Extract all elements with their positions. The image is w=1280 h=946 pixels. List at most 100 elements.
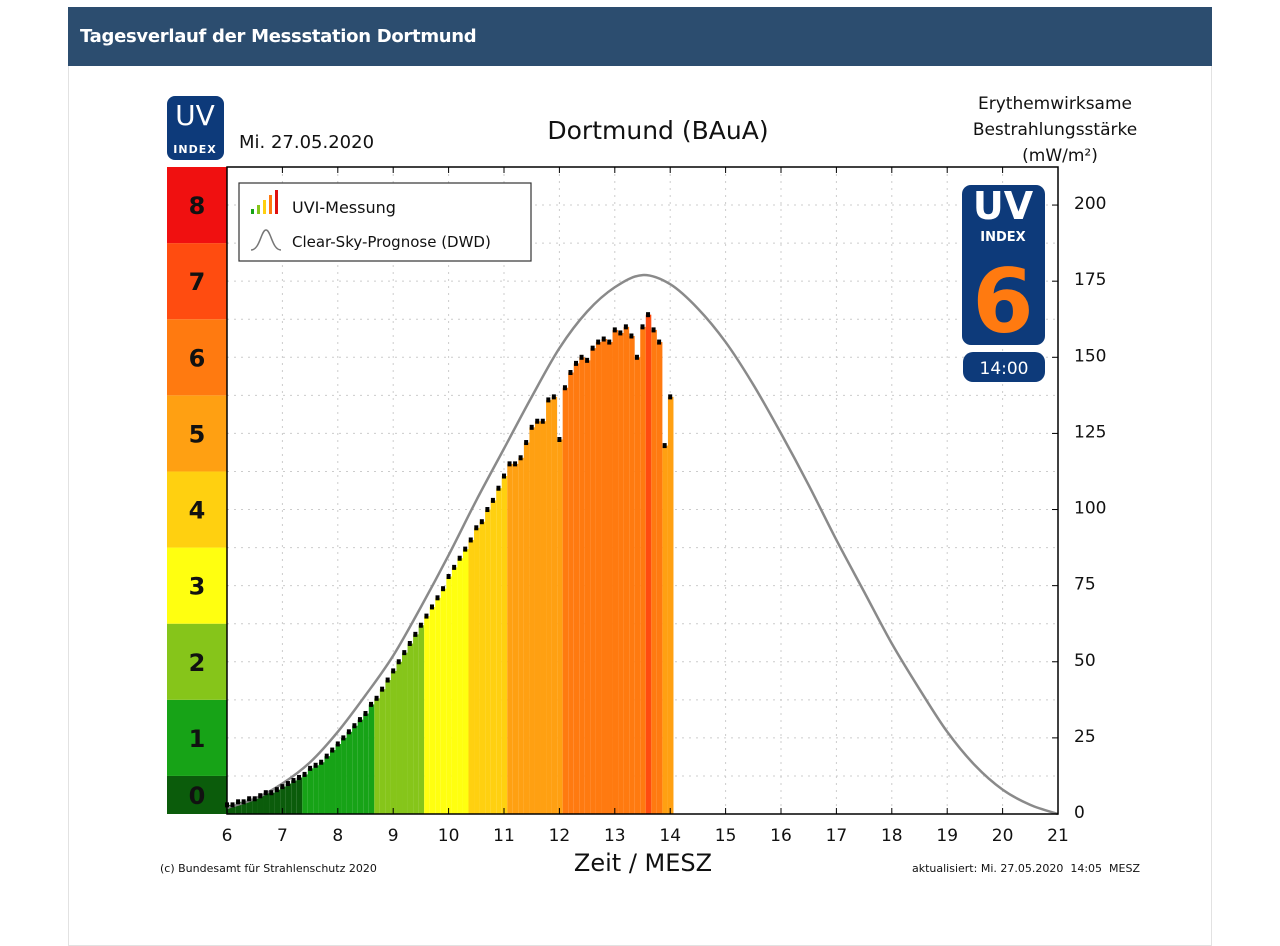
measurement-bar [584, 360, 591, 814]
measurement-point [380, 686, 385, 692]
measurement-bar [651, 329, 657, 814]
measurement-bar [629, 335, 635, 814]
measurement-point [618, 330, 623, 336]
measurement-bar [645, 314, 652, 814]
measurement-bar [462, 549, 469, 814]
measurement-bar [490, 500, 497, 814]
right-axis-title-3: (mW/m²) [1022, 146, 1098, 166]
measurement-bar [440, 588, 447, 814]
measurement-point [513, 461, 518, 467]
measurement-bar [546, 399, 552, 814]
measurement-bar [634, 357, 641, 814]
y-tick-label: 25 [1074, 727, 1096, 747]
measurement-bar [252, 798, 258, 814]
uvi-band-2 [167, 623, 227, 700]
measurement-point [529, 424, 534, 430]
legend-clear-sky-label: Clear-Sky-Prognose (DWD) [292, 233, 491, 251]
measurement-point [385, 677, 390, 683]
measurement-point [562, 385, 567, 391]
measurement-bar [285, 783, 292, 814]
measurement-point [485, 507, 490, 513]
measurement-bar [618, 332, 624, 814]
y-tick-label: 150 [1074, 346, 1106, 366]
x-tick-label: 21 [1047, 826, 1069, 846]
measurement-bar [241, 801, 247, 814]
measurement-bar [606, 342, 613, 814]
measurement-point [424, 613, 429, 619]
measurement-bar [512, 463, 519, 814]
measurement-bar [269, 792, 275, 814]
badge-uv-text: UV [973, 184, 1034, 228]
measurement-point [341, 735, 346, 741]
measurement-bar [302, 774, 308, 814]
measurement-point [363, 711, 368, 717]
measurement-point [507, 461, 512, 467]
measurement-point [441, 586, 446, 592]
measurement-point [313, 762, 318, 768]
measurement-point [463, 546, 468, 552]
uvi-band-label: 2 [189, 649, 206, 677]
measurement-bar [485, 509, 491, 814]
measurement-bar [562, 387, 569, 814]
measurement-bar [435, 597, 441, 814]
measurement-point [646, 312, 651, 318]
measurement-point [269, 790, 274, 796]
measurement-point [640, 324, 645, 330]
measurement-bar [374, 698, 380, 814]
measurement-point [335, 741, 340, 747]
legend-uvi-label: UVI-Messung [292, 198, 396, 217]
measurement-bar [540, 421, 547, 814]
header-title: Tagesverlauf der Messstation Dortmund [80, 26, 477, 47]
measurement-point [407, 640, 412, 646]
y-tick-label: 75 [1074, 575, 1096, 595]
measurement-bar [418, 625, 425, 814]
measurement-bar [429, 606, 436, 814]
measurement-bar [507, 463, 513, 814]
measurement-bar [413, 634, 419, 814]
measurement-bar [601, 339, 607, 814]
measurement-point [479, 519, 484, 525]
x-tick-label: 19 [936, 826, 958, 846]
clear-sky-legend-icon [250, 229, 282, 251]
measurement-point [557, 437, 562, 443]
uvi-measurement-legend-icon [251, 190, 278, 214]
measurement-bar [341, 737, 347, 814]
measurement-bar [551, 396, 558, 814]
uvi-band-label: 1 [189, 725, 206, 753]
uvi-color-scale: 0 1 2 3 4 5 6 7 8 [167, 167, 227, 814]
badge-index-text: INDEX [980, 230, 1025, 245]
measurement-point [551, 394, 556, 400]
measurement-point [607, 339, 612, 345]
measurement-bar [368, 704, 375, 814]
axis-ticks: 6 7 8 9 10 11 12 13 14 15 16 17 18 19 20 210 25 50 75 100 12… [222, 167, 1106, 846]
uvi-band-label: 6 [189, 344, 206, 372]
measurement-bar [457, 558, 463, 814]
copyright-text: (c) Bundesamt für Strahlenschutz 2020 [160, 862, 377, 875]
uvi-band-label: 5 [189, 420, 206, 448]
measurement-bar [324, 756, 330, 814]
measurement-point [468, 537, 473, 543]
uvi-band-5 [167, 395, 227, 472]
right-axis-title-1: Erythemwirksame [978, 94, 1132, 114]
measurement-bar [257, 795, 264, 814]
measurement-point [457, 555, 462, 561]
measurement-bar [623, 326, 630, 814]
measurement-point [662, 443, 667, 449]
y-tick-label: 200 [1074, 194, 1106, 214]
measurement-bar [573, 363, 580, 814]
measurement-point [302, 771, 307, 777]
logo-index-text: INDEX [173, 143, 216, 156]
measurement-bar [396, 661, 403, 814]
measurement-bar [595, 342, 602, 814]
measurement-bar [557, 439, 563, 814]
measurement-bar [291, 780, 297, 814]
x-tick-label: 18 [881, 826, 903, 846]
measurement-point [585, 357, 590, 363]
measurement-bars [227, 314, 674, 814]
measurement-bar [407, 643, 414, 814]
uvi-band-label: 0 [189, 782, 206, 810]
measurement-bar [385, 680, 391, 814]
measurement-point [496, 485, 501, 491]
measurement-point [308, 765, 313, 771]
